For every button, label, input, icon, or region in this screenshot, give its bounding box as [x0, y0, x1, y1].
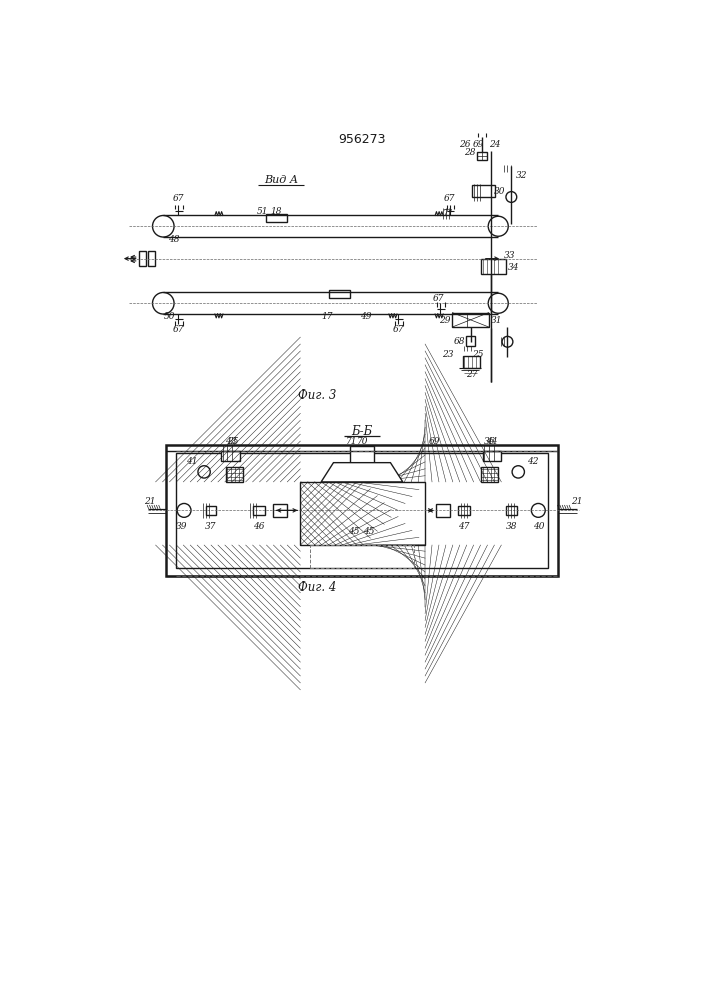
Text: Вид А: Вид А	[264, 175, 298, 185]
Circle shape	[489, 216, 508, 236]
Text: 35: 35	[228, 437, 240, 446]
Bar	[253, 506, 265, 515]
Bar	[266, 214, 287, 222]
Circle shape	[198, 466, 210, 478]
Text: 32: 32	[515, 171, 527, 180]
Text: 67: 67	[392, 325, 404, 334]
Text: 43: 43	[225, 437, 236, 446]
Text: 48: 48	[168, 235, 179, 244]
Text: 21: 21	[144, 497, 155, 506]
Text: 50: 50	[164, 312, 175, 321]
Text: 67: 67	[444, 194, 455, 203]
Bar	[477, 152, 487, 160]
Text: 70: 70	[357, 437, 368, 446]
Text: 49: 49	[360, 312, 372, 321]
Bar	[466, 336, 475, 346]
Text: 37: 37	[205, 522, 217, 531]
Text: 33: 33	[504, 251, 515, 260]
Text: 39: 39	[176, 522, 187, 531]
Bar	[139, 251, 146, 266]
Text: 29: 29	[439, 316, 451, 325]
Bar	[165, 445, 559, 576]
Circle shape	[512, 466, 525, 478]
Bar	[452, 312, 489, 327]
Text: 69: 69	[472, 140, 484, 149]
Bar	[463, 356, 480, 368]
Circle shape	[532, 503, 545, 517]
Text: 21: 21	[571, 497, 583, 506]
Text: 67: 67	[173, 325, 185, 334]
Bar	[351, 446, 373, 463]
Polygon shape	[321, 463, 403, 482]
Text: 30: 30	[494, 187, 506, 196]
Text: 45: 45	[363, 527, 375, 536]
Bar	[221, 451, 240, 461]
Bar	[226, 466, 243, 482]
Bar	[481, 466, 498, 482]
Text: 956273: 956273	[338, 133, 386, 146]
Bar	[206, 506, 216, 515]
Bar	[300, 482, 425, 545]
Bar	[483, 451, 501, 461]
Text: 47: 47	[458, 522, 469, 531]
Text: 71: 71	[346, 437, 358, 446]
Bar	[436, 504, 450, 517]
Text: 34: 34	[508, 263, 520, 272]
Text: 26: 26	[459, 140, 470, 149]
Text: 45: 45	[349, 527, 360, 536]
Text: 23: 23	[442, 350, 453, 359]
Text: 27: 27	[467, 370, 478, 379]
Text: 31: 31	[491, 316, 503, 325]
Text: 51: 51	[257, 207, 269, 216]
Circle shape	[502, 336, 513, 347]
Text: Фиг. 3: Фиг. 3	[298, 389, 337, 402]
Circle shape	[153, 215, 174, 237]
Text: 17: 17	[322, 312, 333, 321]
Bar	[176, 453, 547, 568]
Circle shape	[177, 503, 191, 517]
Text: 67: 67	[433, 294, 444, 303]
Bar	[506, 506, 517, 515]
Text: Б-Б: Б-Б	[351, 425, 373, 438]
Text: 71: 71	[443, 209, 454, 218]
Text: 41: 41	[186, 457, 197, 466]
Text: 25: 25	[472, 350, 483, 359]
Text: 42: 42	[527, 457, 539, 466]
Bar	[148, 251, 155, 266]
Bar	[274, 504, 287, 517]
Text: 18: 18	[271, 207, 282, 216]
Text: 28: 28	[464, 148, 476, 157]
Text: 46: 46	[253, 522, 264, 531]
Text: Фиг. 4: Фиг. 4	[298, 581, 337, 594]
Text: 40: 40	[532, 522, 544, 531]
Text: 44: 44	[486, 437, 498, 446]
Bar	[329, 290, 351, 298]
Bar	[481, 259, 506, 274]
Circle shape	[506, 192, 517, 202]
Text: 67: 67	[173, 194, 185, 203]
Circle shape	[153, 292, 174, 314]
Bar	[458, 506, 469, 515]
Text: 36: 36	[484, 437, 496, 446]
Text: 69: 69	[428, 437, 440, 446]
Text: 38: 38	[506, 522, 517, 531]
Bar	[472, 185, 495, 197]
Circle shape	[489, 293, 508, 313]
Text: 24: 24	[489, 140, 501, 149]
Text: 68: 68	[454, 337, 465, 346]
